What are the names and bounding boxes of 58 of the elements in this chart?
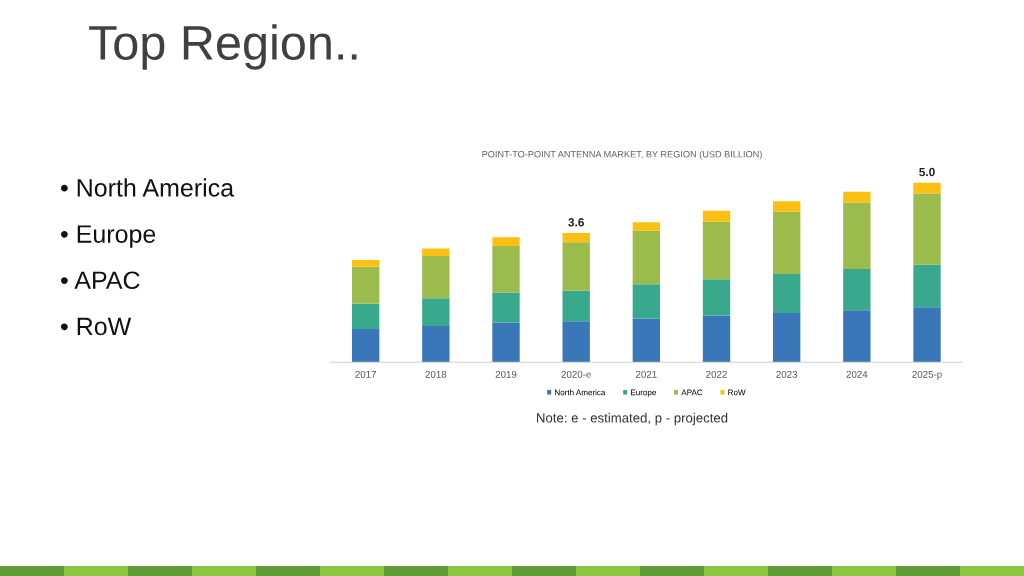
bar: [492, 245, 520, 293]
annotation: 5.0: [919, 167, 935, 177]
x-tick-label: 2017: [355, 370, 377, 378]
x-tick-label: 2021: [636, 370, 657, 378]
text: • Europe: [60, 225, 156, 248]
x-tick-label: 2023: [776, 370, 798, 378]
bar: [352, 266, 380, 304]
bar: [492, 292, 520, 323]
bar: [352, 303, 380, 329]
legend-label: RoW: [728, 389, 746, 396]
bar: [632, 318, 661, 363]
bar: [773, 313, 801, 363]
bar: [843, 191, 871, 203]
bar: [773, 211, 801, 274]
bar: [562, 232, 590, 243]
bar: [773, 201, 801, 212]
bar: [632, 222, 661, 231]
bar: [702, 279, 731, 316]
bar: [492, 237, 520, 246]
bar: [422, 298, 450, 327]
chart-subtitle: POINT-TO-POINT ANTENNA MARKET, BY REGION (USD BILLION): [482, 150, 762, 160]
x-tick-label: 2022: [706, 370, 727, 378]
legend-label: Europe: [631, 389, 657, 397]
bar: [492, 322, 520, 363]
x-tick-label: 2019: [495, 370, 517, 378]
text: • APAC: [60, 271, 140, 290]
x-tick-label: 2024: [846, 370, 868, 378]
bar: [843, 268, 871, 311]
bar: [913, 193, 941, 265]
legend-label: North America: [555, 389, 606, 396]
bar: [843, 310, 871, 363]
bar: [562, 242, 590, 291]
bar: [913, 264, 941, 308]
bar: [562, 290, 590, 322]
chart-title: Top Region..: [89, 24, 357, 70]
x-tick-label: 2020-e: [561, 370, 591, 378]
bar: [562, 321, 590, 363]
bar: [352, 259, 380, 267]
bar: [702, 210, 731, 222]
bar: [913, 182, 941, 194]
bar: [632, 284, 661, 319]
text: • RoW: [60, 317, 132, 336]
annotation: 3.6: [568, 218, 584, 227]
bar: [632, 230, 661, 285]
bar: [422, 255, 450, 299]
bar: [913, 307, 941, 363]
text: Note: e - estimated, p - projected: [537, 412, 728, 426]
legend-label: APAC: [681, 389, 703, 396]
bar: [352, 328, 380, 363]
bar: [843, 202, 871, 269]
bar: [773, 273, 801, 314]
bar: [422, 248, 450, 256]
x-tick-label: 2025-p: [912, 370, 942, 380]
x-tick-label: 2018: [425, 370, 447, 378]
bar: [702, 221, 731, 280]
bar: [422, 326, 450, 363]
bar: [702, 315, 731, 363]
text: • North America: [60, 178, 235, 197]
